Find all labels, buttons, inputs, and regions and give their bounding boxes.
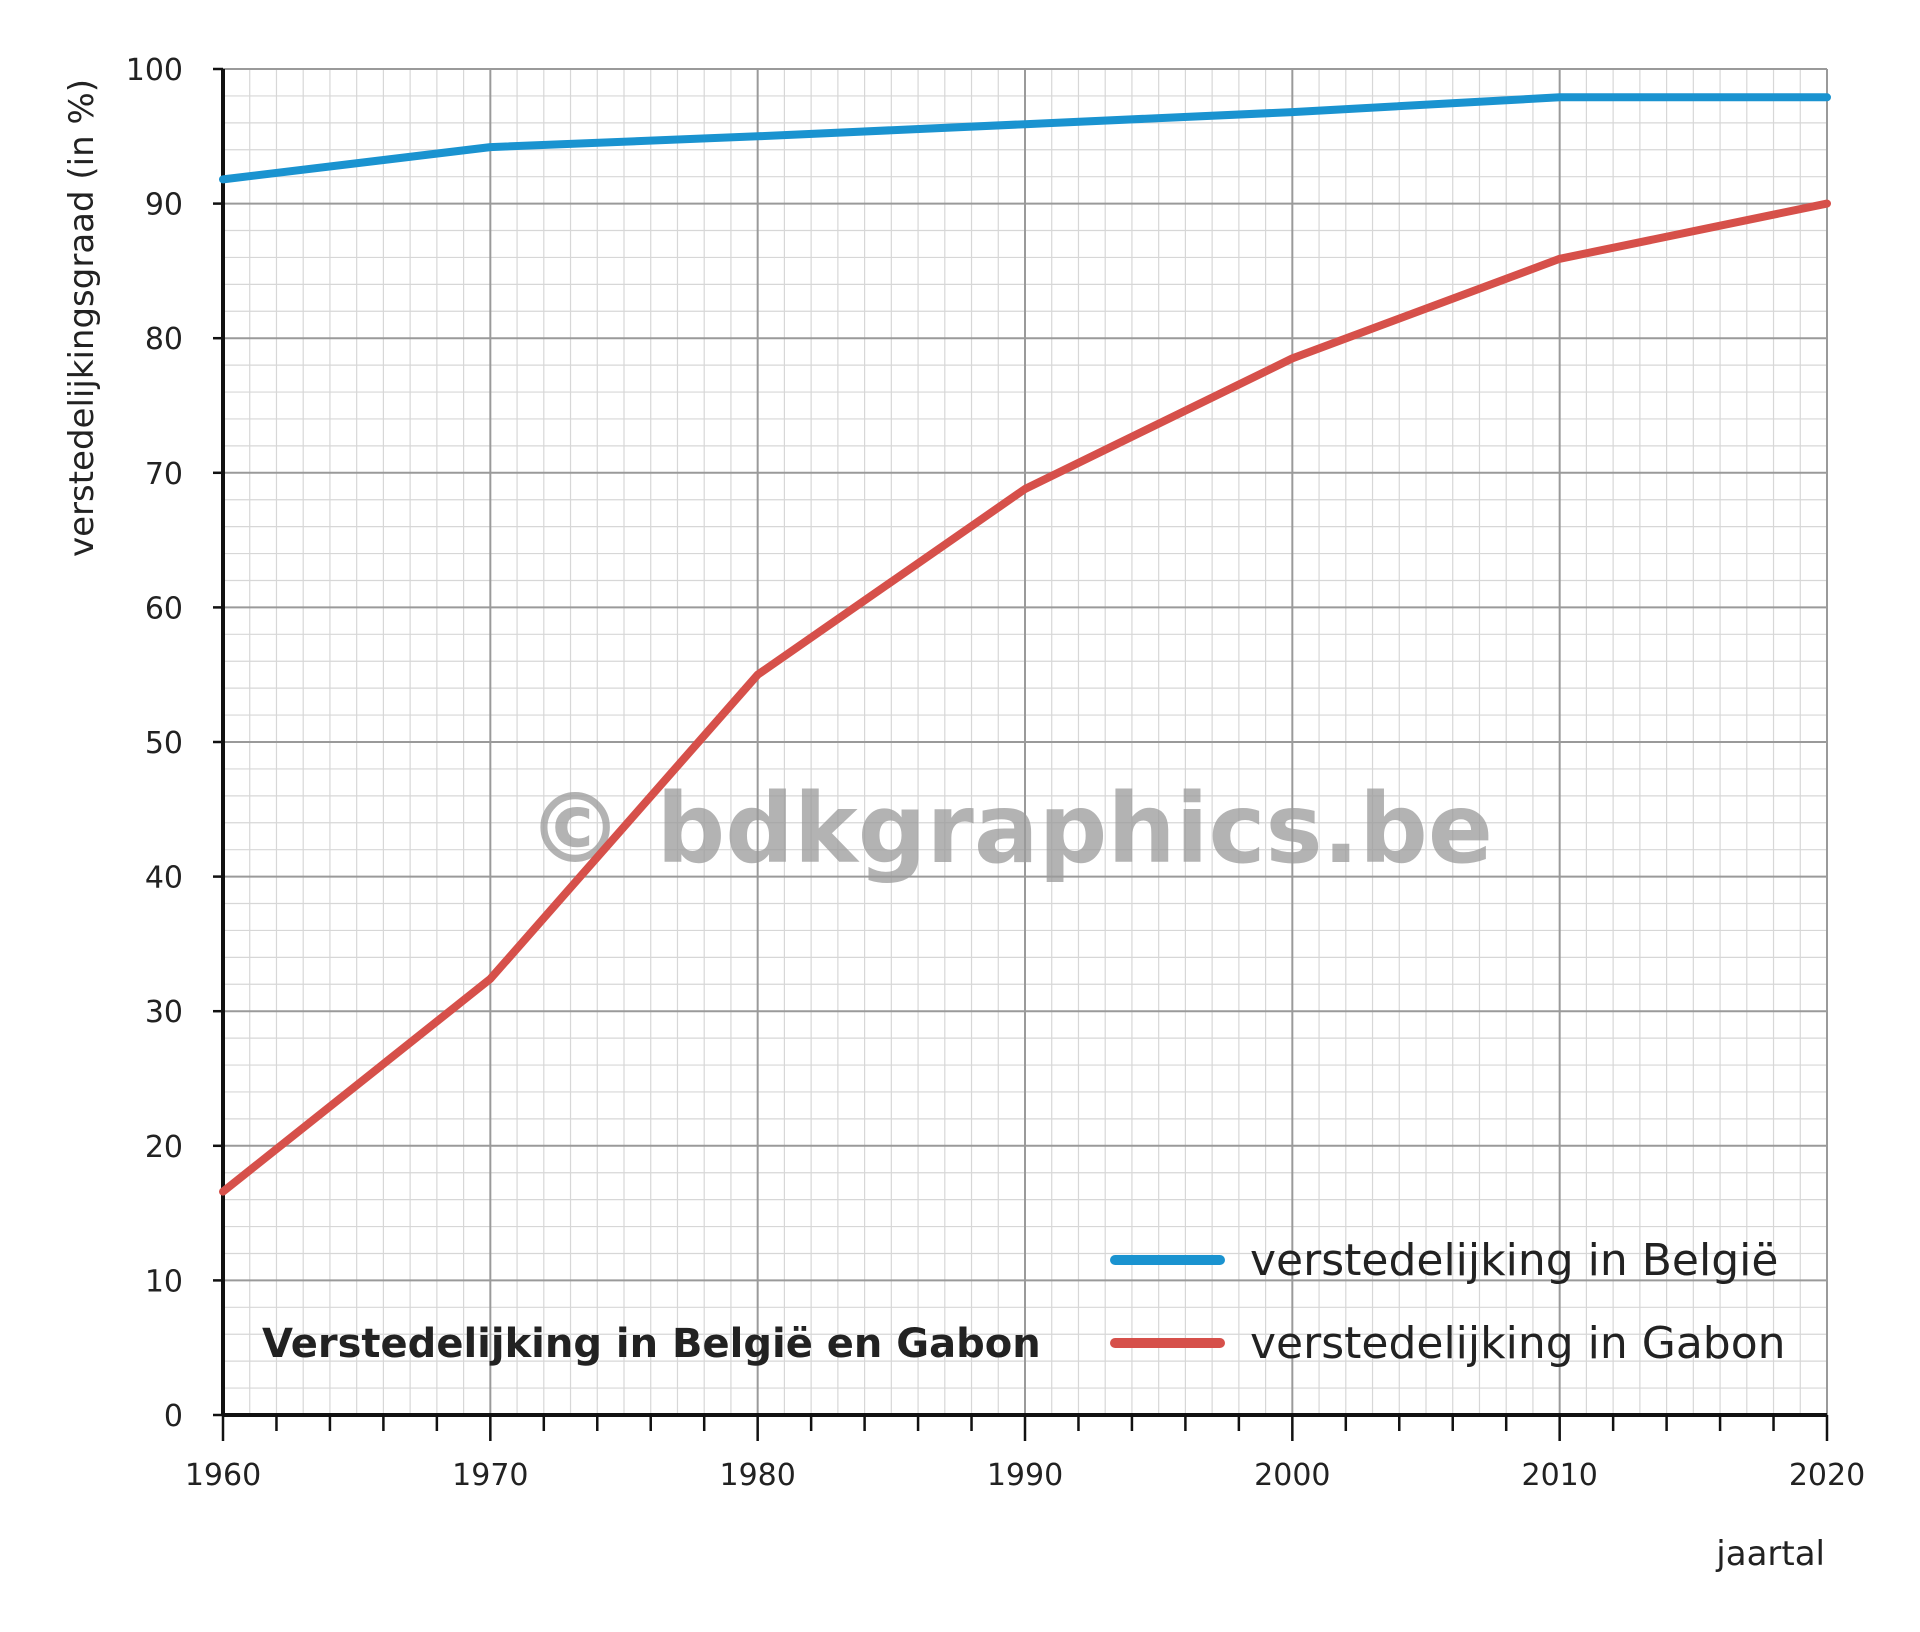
y-tick-label: 40 xyxy=(145,861,183,896)
chart-title: Verstedelijking in België en Gabon xyxy=(262,1321,1041,1367)
x-tick-label: 1960 xyxy=(185,1458,261,1493)
y-tick-label: 50 xyxy=(145,726,183,761)
x-tick-label: 2010 xyxy=(1521,1458,1597,1493)
x-tick-label: 1970 xyxy=(452,1458,528,1493)
watermark: © bdkgraphics.be xyxy=(527,773,1493,885)
y-tick-label: 100 xyxy=(126,53,183,88)
x-tick-label: 2020 xyxy=(1789,1458,1865,1493)
legend: verstedelijking in België verstedelijking… xyxy=(1110,1235,1786,1369)
y-tick-label: 20 xyxy=(145,1130,183,1165)
x-axis-ticks: 1960 1970 1980 1990 2000 2010 2020 xyxy=(185,1415,1865,1493)
y-tick-label: 0 xyxy=(164,1399,183,1434)
y-axis-title: verstedelijkingsgraad (in %) xyxy=(62,79,102,557)
x-tick-label: 2000 xyxy=(1254,1458,1330,1493)
y-tick-label: 80 xyxy=(145,322,183,357)
legend-label: verstedelijking in België xyxy=(1250,1235,1778,1286)
x-tick-label: 1980 xyxy=(719,1458,795,1493)
y-axis-ticks: 0 10 20 30 40 50 60 70 80 90 100 xyxy=(126,53,223,1434)
y-tick-label: 90 xyxy=(145,188,183,223)
y-tick-label: 30 xyxy=(145,995,183,1030)
series-lines xyxy=(219,93,1831,1196)
x-tick-label: 1990 xyxy=(987,1458,1063,1493)
legend-label: verstedelijking in Gabon xyxy=(1250,1318,1786,1369)
x-axis-title: jaartal xyxy=(1715,1534,1825,1574)
y-tick-label: 10 xyxy=(145,1264,183,1299)
y-tick-label: 60 xyxy=(145,591,183,626)
y-tick-label: 70 xyxy=(145,457,183,492)
